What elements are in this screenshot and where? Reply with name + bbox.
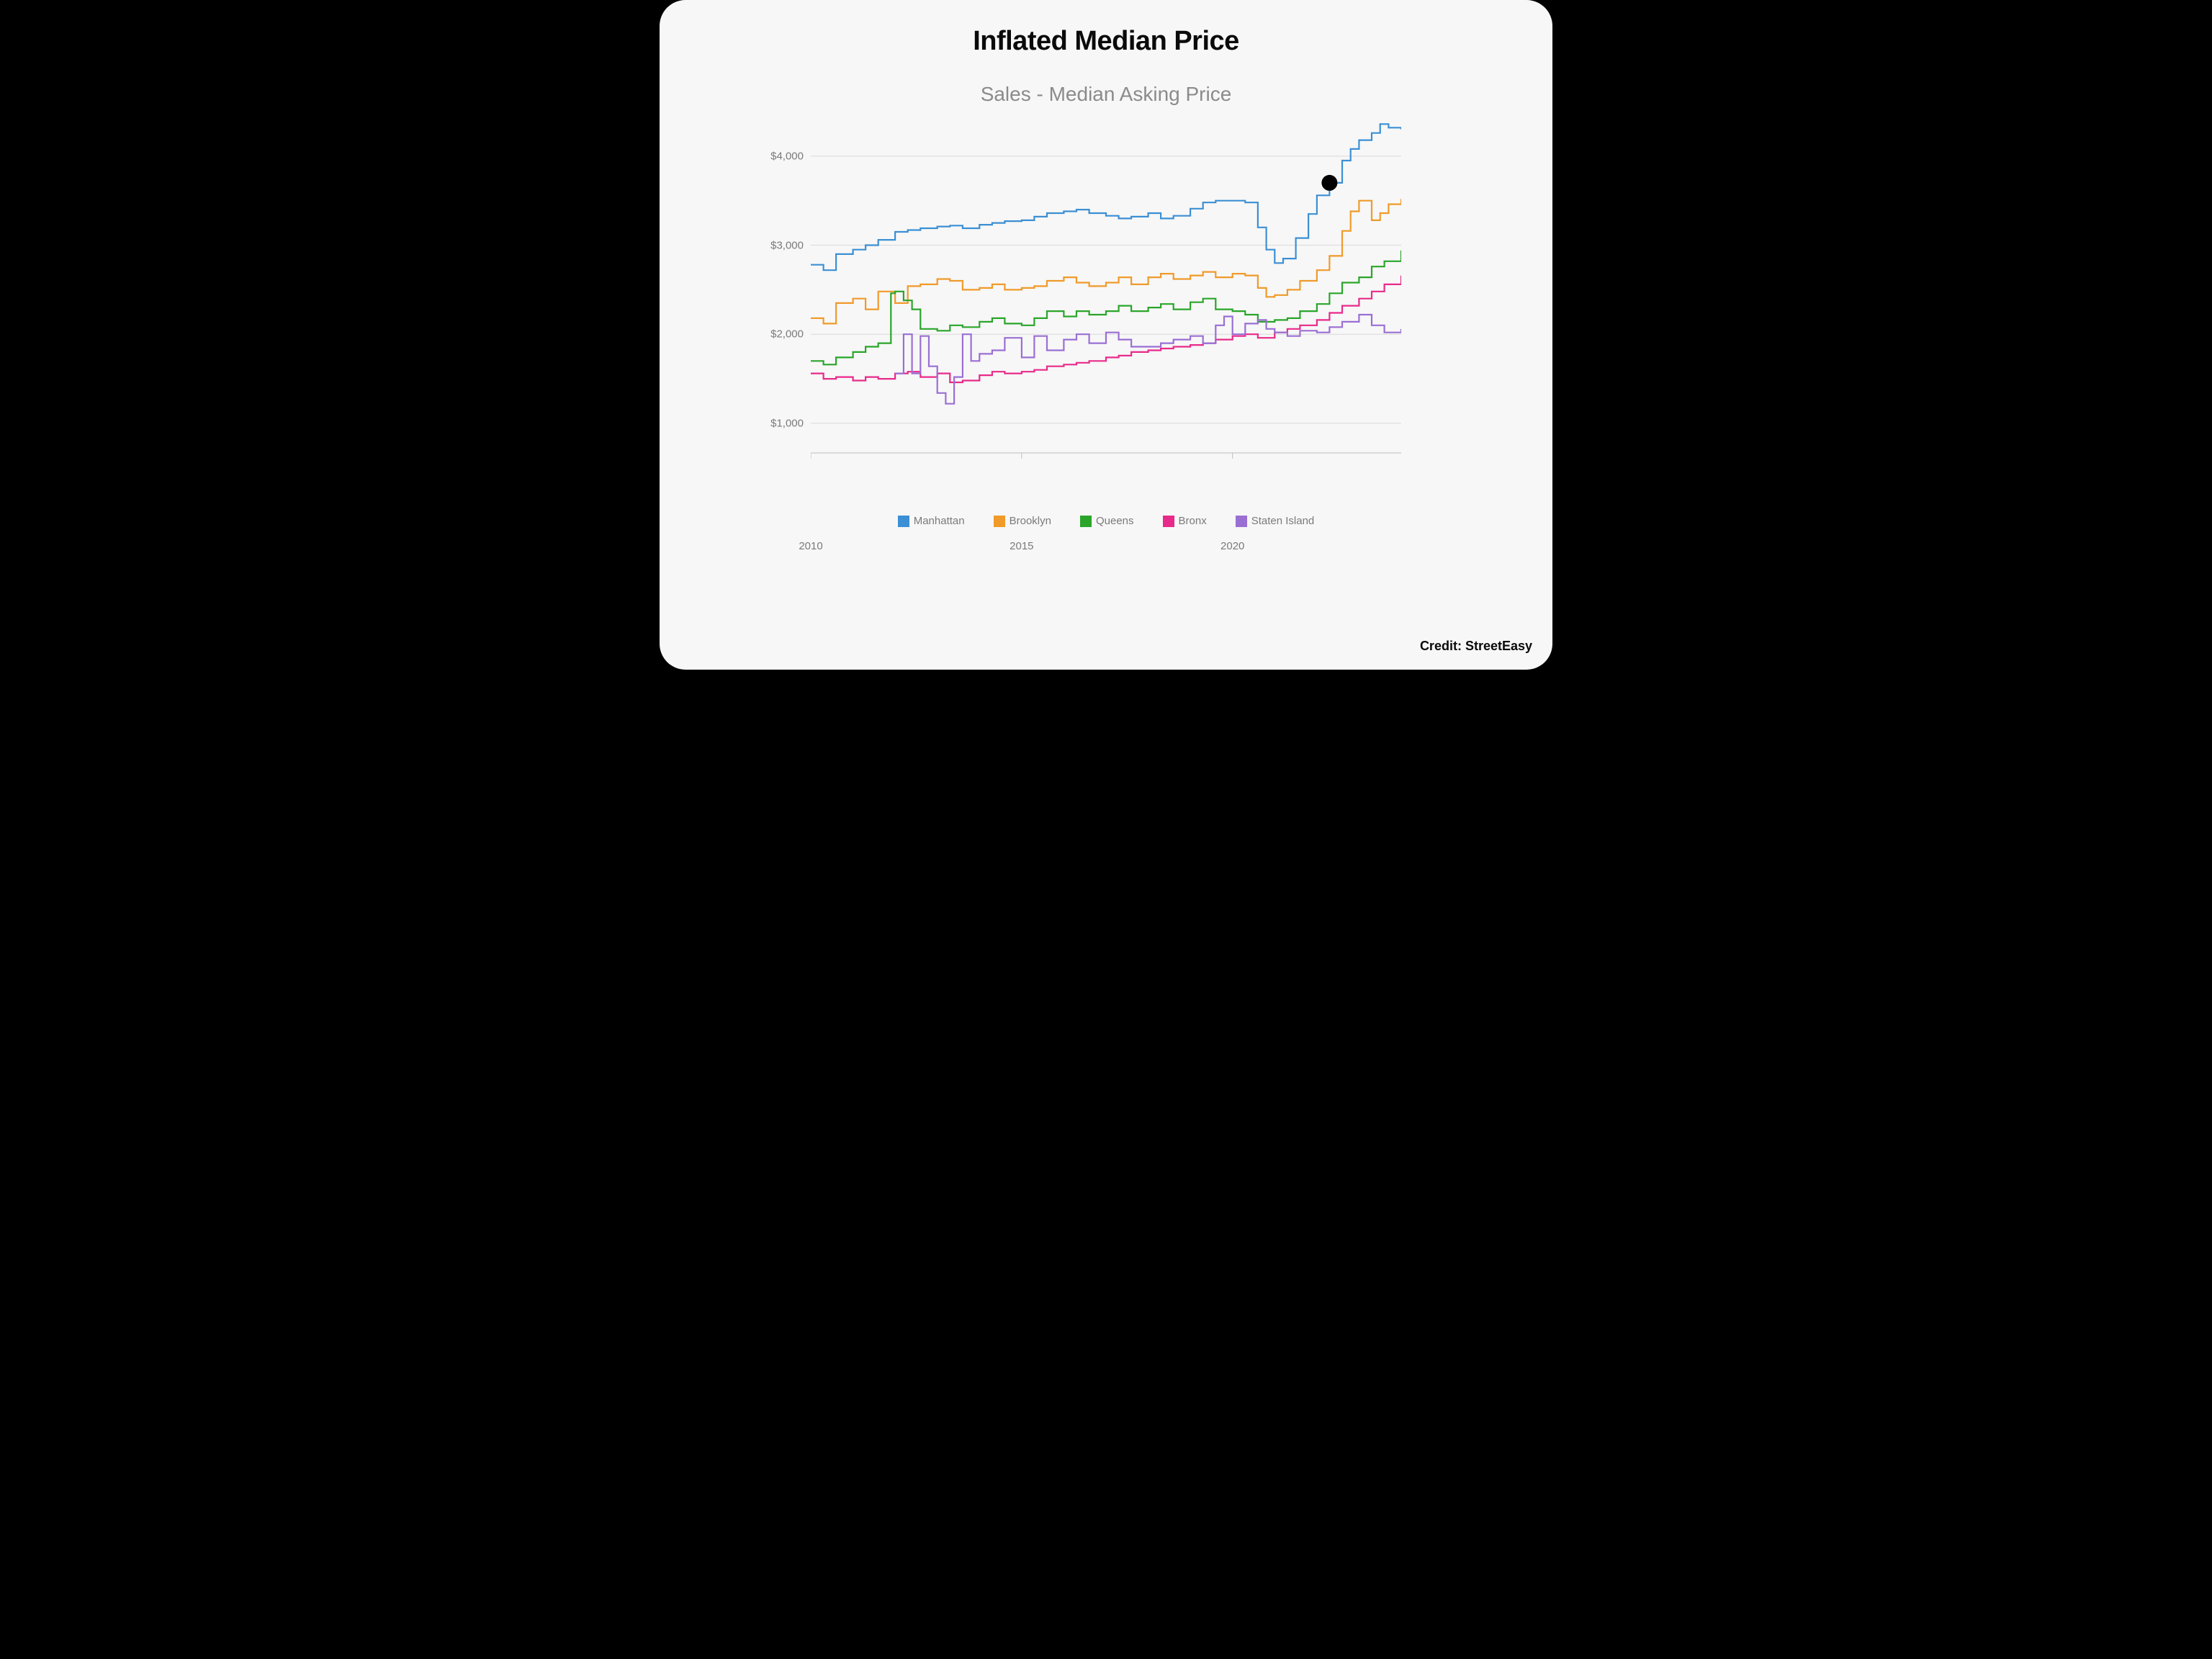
y-axis-label: $3,000 bbox=[770, 239, 804, 251]
legend-item-queens: Queens bbox=[1080, 515, 1134, 527]
line-chart bbox=[811, 112, 1401, 464]
legend-swatch bbox=[1236, 516, 1247, 527]
page-title: Inflated Median Price bbox=[660, 26, 1552, 57]
legend-item-staten-island: Staten Island bbox=[1236, 515, 1315, 527]
x-axis-label: 2010 bbox=[799, 540, 822, 552]
legend-item-manhattan: Manhattan bbox=[898, 515, 965, 527]
x-axis-label: 2020 bbox=[1220, 540, 1244, 552]
credit-label: Credit: StreetEasy bbox=[1420, 639, 1532, 654]
legend-label: Brooklyn bbox=[1010, 515, 1051, 527]
y-axis-label: $1,000 bbox=[770, 417, 804, 429]
y-axis-label: $4,000 bbox=[770, 150, 804, 162]
highlight-dot bbox=[1321, 175, 1337, 191]
chart-subtitle: Sales - Median Asking Price bbox=[660, 83, 1552, 106]
series-line-queens bbox=[811, 251, 1401, 364]
x-axis-label: 2015 bbox=[1010, 540, 1033, 552]
legend-swatch bbox=[994, 516, 1005, 527]
series-line-manhattan bbox=[811, 124, 1401, 270]
chart-area: $1,000$2,000$3,000$4,000201020152020Manh… bbox=[811, 112, 1401, 527]
legend-label: Bronx bbox=[1179, 515, 1207, 527]
legend-label: Queens bbox=[1096, 515, 1134, 527]
legend-swatch bbox=[898, 516, 909, 527]
series-line-staten-island bbox=[895, 315, 1401, 404]
legend-label: Manhattan bbox=[914, 515, 965, 527]
y-axis-label: $2,000 bbox=[770, 328, 804, 341]
legend-label: Staten Island bbox=[1251, 515, 1315, 527]
legend-swatch bbox=[1163, 516, 1174, 527]
series-line-brooklyn bbox=[811, 199, 1401, 323]
legend-item-bronx: Bronx bbox=[1163, 515, 1207, 527]
chart-card: Inflated Median Price Sales - Median Ask… bbox=[660, 0, 1552, 670]
legend-swatch bbox=[1080, 516, 1092, 527]
legend-item-brooklyn: Brooklyn bbox=[994, 515, 1051, 527]
legend: Manhattan Brooklyn Queens Bronx Staten Islan… bbox=[811, 515, 1401, 527]
